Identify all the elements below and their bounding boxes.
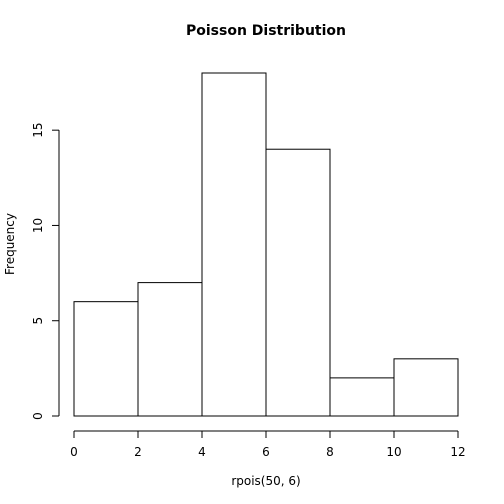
y-axis-label: Frequency <box>3 213 17 275</box>
x-axis-label: rpois(50, 6) <box>231 474 300 488</box>
y-tick-label-0: 0 <box>31 412 45 420</box>
bars-group <box>73 72 459 417</box>
y-axis: 0 5 10 15 <box>31 123 60 420</box>
histogram-bar-1 <box>137 282 203 417</box>
x-tick-label-1: 2 <box>134 445 142 459</box>
x-tick-label-6: 12 <box>450 445 465 459</box>
histogram-bar-5 <box>393 358 459 417</box>
x-tick-label-3: 6 <box>262 445 270 459</box>
x-tick-label-4: 8 <box>326 445 334 459</box>
histogram-bar-0 <box>73 301 139 417</box>
y-tick-label-3: 15 <box>31 123 45 138</box>
chart-title: Poisson Distribution <box>186 23 346 39</box>
histogram-bar-3 <box>265 148 331 417</box>
histogram-bar-2 <box>201 72 267 417</box>
y-tick-label-2: 10 <box>31 218 45 233</box>
histogram-bar-4 <box>329 377 395 417</box>
y-tick-label-1: 5 <box>31 317 45 325</box>
x-tick-label-5: 10 <box>386 445 401 459</box>
x-axis: 0 2 4 6 8 10 12 <box>70 430 466 459</box>
x-tick-label-2: 4 <box>198 445 206 459</box>
x-tick-label-0: 0 <box>70 445 78 459</box>
